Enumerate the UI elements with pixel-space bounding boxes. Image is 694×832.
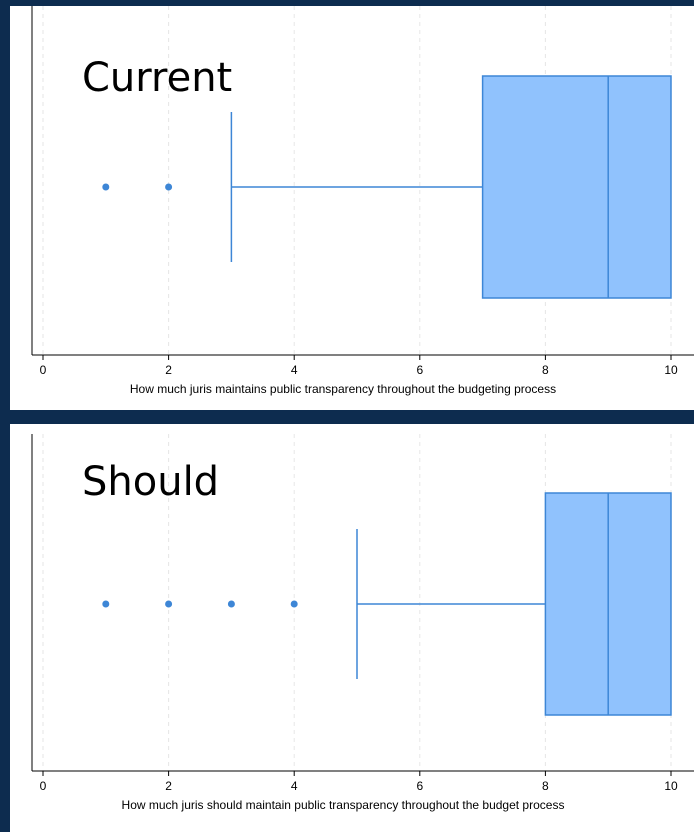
box-plot-current: 0 2 4 6 8 10 How much juris maintains public t…	[31, 6, 694, 396]
outlier-point-1	[165, 600, 173, 608]
x-tick-label-5: 10	[664, 779, 678, 793]
outlier-point-0	[102, 600, 110, 608]
x-tick-label-2: 4	[291, 779, 298, 793]
x-axis-label: How much juris should maintain public tr…	[122, 798, 565, 812]
outlier-point-3	[290, 600, 298, 608]
x-tick-label-3: 6	[416, 363, 423, 377]
chart-label-should: Should	[82, 459, 220, 505]
chart-panel-should: 0 2 4 6 8 10 How much juris should maintain pu…	[10, 424, 694, 832]
x-tick-label-3: 6	[416, 779, 423, 793]
x-tick-label-1: 2	[165, 363, 172, 377]
outlier-point-0	[102, 183, 110, 191]
iqr-box	[481, 75, 672, 299]
x-tick-label-0: 0	[40, 363, 47, 377]
outlier-point-1	[165, 183, 173, 191]
chart-panel-current: 0 2 4 6 8 10 How much juris maintains public t…	[10, 6, 694, 410]
x-tick-label-4: 8	[542, 363, 549, 377]
x-tick-label-0: 0	[40, 779, 47, 793]
x-axis-label: How much juris maintains public transpar…	[130, 382, 556, 396]
x-tick-label-1: 2	[165, 779, 172, 793]
x-tick-label-5: 10	[664, 363, 678, 377]
outlier-point-2	[227, 600, 235, 608]
box-plot-should: 0 2 4 6 8 10 How much juris should maintain pu…	[31, 434, 694, 812]
x-tick-label-4: 8	[542, 779, 549, 793]
x-tick-label-2: 4	[291, 363, 298, 377]
chart-label-current: Current	[82, 55, 233, 101]
